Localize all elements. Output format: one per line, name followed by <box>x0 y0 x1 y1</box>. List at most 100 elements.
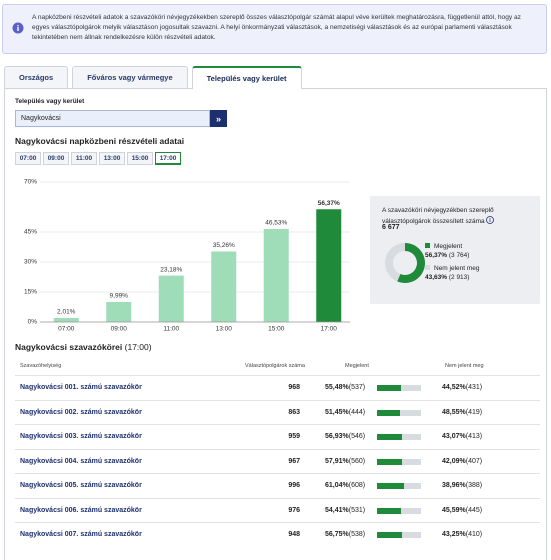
absent-count: (407) <box>465 457 483 465</box>
present-share: 55,48% <box>325 384 349 391</box>
legend-value-row: 43,63% (2 913) <box>425 273 480 282</box>
table-header: Megjelent <box>345 363 369 369</box>
legend-share: 56,37% <box>425 252 448 259</box>
present-share: 56,93% <box>325 433 349 440</box>
absent: 42,09%(407) <box>442 458 482 465</box>
time-button[interactable]: 17:00 <box>155 152 181 165</box>
absent-count: (445) <box>465 506 483 514</box>
x-tick-label: 13:00 <box>216 326 233 333</box>
summary-total: 6 677 <box>382 224 400 231</box>
table-row: Nagykovácsi 002. számú szavazókör 863 51,4… <box>15 399 540 425</box>
absent: 38,96%(388) <box>442 482 482 489</box>
legend-swatch <box>425 243 430 248</box>
bar <box>53 317 79 322</box>
absent: 48,55%(419) <box>442 409 482 416</box>
bar <box>158 275 184 322</box>
time-button[interactable]: 11:00 <box>71 152 97 165</box>
absent-share: 44,52% <box>442 384 466 391</box>
absent: 44,52%(431) <box>442 384 482 391</box>
table-row: Nagykovácsi 003. számú szavazókör 959 56,9… <box>15 424 540 449</box>
legend-label-row: Nem jelent meg <box>425 264 480 273</box>
voters: 996 <box>288 482 300 489</box>
x-tick-label: 11:00 <box>163 326 179 333</box>
voters: 959 <box>288 433 300 440</box>
donut-segment <box>385 243 405 282</box>
summary-label: A szavazóköri névjegyzékben szereplő vál… <box>382 207 494 225</box>
legend-value-row: 56,37% (3 764) <box>425 251 480 260</box>
y-tick-label: 45% <box>24 229 37 236</box>
voters: 948 <box>288 531 300 538</box>
x-tick-label: 07:00 <box>58 326 75 333</box>
select-box[interactable]: Nagykovácsi <box>15 110 210 127</box>
progress-bar <box>377 409 400 416</box>
time-button[interactable]: 07:00 <box>15 152 41 165</box>
present-count: (538) <box>348 531 366 538</box>
progress-track <box>377 409 421 416</box>
absent-count: (410) <box>465 531 483 538</box>
station-name[interactable]: Nagykovácsi 007. számú szavazókör <box>20 531 142 538</box>
absent: 43,25%(410) <box>442 531 482 538</box>
progress-bar <box>377 458 403 465</box>
value-label: 46,53% <box>265 220 287 227</box>
station-name[interactable]: Nagykovácsi 002. számú szavazókör <box>20 408 142 416</box>
station-name[interactable]: Nagykovácsi 006. számú szavazókör <box>20 506 142 514</box>
summary-legend: Megjelent 56,37% (3 764) Nem jelent meg 43,… <box>425 242 480 286</box>
voters: 967 <box>288 457 300 465</box>
table-row: Nagykovácsi 006. számú szavazókör 976 54,4… <box>15 497 540 523</box>
bar <box>106 302 132 322</box>
absent-share: 43,25% <box>442 531 466 538</box>
absent-count: (388) <box>465 482 483 489</box>
info-icon[interactable] <box>486 216 495 224</box>
bar <box>316 209 342 322</box>
station-name[interactable]: Nagykovácsi 001. számú szavazókör <box>20 384 142 391</box>
time-button[interactable]: 13:00 <box>99 152 125 165</box>
tab[interactable]: Országos <box>4 66 69 88</box>
absent-count: (431) <box>465 384 483 391</box>
voters: 863 <box>288 408 300 416</box>
x-tick-label: 15:00 <box>268 326 285 333</box>
select-label: Település vagy kerület <box>15 98 85 105</box>
progress-bar <box>377 483 404 489</box>
progress-track <box>377 483 421 489</box>
progress-track <box>377 458 421 465</box>
voters: 976 <box>288 506 300 514</box>
present-count: (537) <box>348 384 366 391</box>
time-buttons: 07:00 09:00 11:00 13:00 15:00 17:00 <box>15 152 181 165</box>
time-button[interactable]: 09:00 <box>43 152 69 165</box>
value-label: 9,99% <box>110 293 129 300</box>
absent-count: (413) <box>465 433 483 440</box>
table-row: Nagykovácsi 005. számú szavazókör 996 61,0… <box>15 473 540 498</box>
present-share: 56,75% <box>325 531 349 538</box>
absent-count: (419) <box>465 408 483 416</box>
chart-title: Nagykovácsi napközbeni részvételi adatai <box>15 136 185 146</box>
present-count: (444) <box>348 408 366 416</box>
station-name[interactable]: Nagykovácsi 005. számú szavazókör <box>20 482 142 489</box>
progress-bar <box>377 532 402 538</box>
legend-swatch <box>425 265 430 270</box>
time-button[interactable]: 15:00 <box>127 152 153 165</box>
x-tick-label: 09:00 <box>111 326 128 333</box>
value-label: 56,37% <box>318 200 340 207</box>
tab[interactable]: Főváros vagy vármegye <box>72 66 188 88</box>
tab[interactable]: Település vagy kerület <box>191 66 302 89</box>
present-count: (531) <box>348 506 366 514</box>
present: 56,75%(538) <box>325 531 365 538</box>
legend-entry: Nem jelent meg 43,63% (2 913) <box>425 264 480 282</box>
present-count: (546) <box>348 433 366 440</box>
station-name[interactable]: Nagykovácsi 004. számú szavazókör <box>20 457 142 465</box>
present: 51,45%(444) <box>325 409 365 416</box>
bar <box>211 251 237 322</box>
table-row: Nagykovácsi 001. számú szavazókör 968 55,4… <box>15 375 540 400</box>
absent-share: 38,96% <box>442 482 466 489</box>
station-name[interactable]: Nagykovácsi 003. számú szavazókör <box>20 433 142 440</box>
present-share: 54,41% <box>325 506 349 514</box>
absent-share: 43,07% <box>442 433 466 440</box>
absent: 43,07%(413) <box>442 433 482 440</box>
tab-bar: Országos Főváros vagy vármegye Település v… <box>4 66 302 89</box>
legend-label: Nem jelent meg <box>434 265 480 272</box>
progress-track <box>377 385 421 391</box>
value-label: 2,01% <box>57 309 76 316</box>
legend-label-row: Megjelent <box>425 242 480 251</box>
select-button[interactable]: » <box>210 110 227 127</box>
